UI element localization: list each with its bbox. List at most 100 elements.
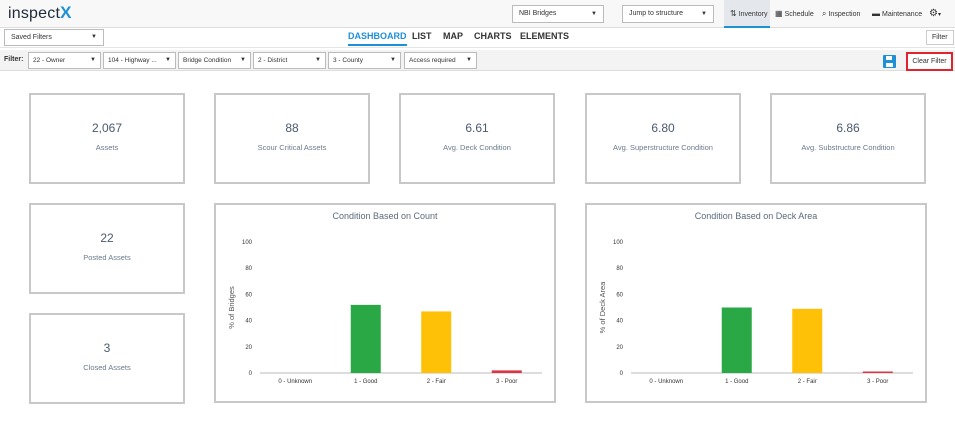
nav-inventory[interactable]: ⇅ Inventory <box>724 0 770 28</box>
stat-card-substructure[interactable]: 6.86 Avg. Substructure Condition <box>770 93 926 184</box>
x-tick-label: 1 - Good <box>354 379 377 385</box>
stat-value: 6.61 <box>465 121 489 135</box>
y-tick-label: 80 <box>616 266 623 272</box>
chevron-down-icon: ▼ <box>315 53 321 68</box>
gear-icon: ⚙ <box>929 8 938 19</box>
stat-value: 2,067 <box>91 121 123 135</box>
filter-county[interactable]: 3 - County ▼ <box>328 52 401 69</box>
nav-inspection[interactable]: ⌕ Inspection <box>822 0 868 28</box>
y-tick-label: 60 <box>245 292 252 298</box>
y-tick-label: 80 <box>245 266 252 272</box>
jump-to-structure-select[interactable]: Jump to structure ▼ <box>622 5 714 23</box>
chevron-down-icon: ▾ <box>937 12 941 18</box>
filter-owner-value: 22 - Owner <box>33 57 66 64</box>
chart-card-deck-area: Condition Based on Deck Area 0 20 40 60 80 10… <box>585 203 927 403</box>
y-axis-label: % of Bridges <box>227 286 236 329</box>
y-tick-label: 40 <box>245 319 252 325</box>
filter-bridge-condition-value: Bridge Condition <box>183 57 232 64</box>
truck-icon: ▬ <box>872 9 880 18</box>
chevron-down-icon: ▼ <box>466 53 472 68</box>
stat-value: 3 <box>103 341 111 355</box>
stat-label: Closed Assets <box>83 363 131 372</box>
chevron-down-icon: ▼ <box>240 53 246 68</box>
tab-elements[interactable]: ELEMENTS <box>520 31 570 41</box>
bar-3-poor <box>862 371 893 373</box>
y-tick-label: 100 <box>242 240 253 246</box>
view-bar: Saved Filters ▼ DASHBOARD LIST MAP CHART… <box>0 28 955 48</box>
stat-value: 88 <box>285 121 299 135</box>
stat-card-closed[interactable]: 3 Closed Assets <box>29 313 185 404</box>
stat-card-scour-critical[interactable]: 88 Scour Critical Assets <box>214 93 370 184</box>
y-tick-label: 0 <box>620 371 624 377</box>
stat-value: 22 <box>100 231 114 245</box>
chart-title: Condition Based on Count <box>332 211 438 221</box>
filter-district[interactable]: 2 - District ▼ <box>253 52 326 69</box>
stat-label: Avg. Substructure Condition <box>801 143 895 152</box>
chart-title: Condition Based on Deck Area <box>694 211 818 221</box>
stat-label: Avg. Superstructure Condition <box>613 143 713 152</box>
app-logo[interactable]: inspectX <box>8 3 72 23</box>
filter-highway[interactable]: 104 - Highway ... ▼ <box>103 52 176 69</box>
filter-owner[interactable]: 22 - Owner ▼ <box>28 52 101 69</box>
tab-list[interactable]: LIST <box>412 31 432 41</box>
saved-filters-select[interactable]: Saved Filters ▼ <box>4 29 104 46</box>
bar-1-good <box>350 304 381 373</box>
x-tick-label: 3 - Poor <box>867 379 888 385</box>
bar-2-fair <box>792 308 823 373</box>
stat-card-assets[interactable]: 2,067 Assets <box>29 93 185 184</box>
nav-inspection-label: Inspection <box>828 11 861 18</box>
y-tick-label: 0 <box>249 371 253 377</box>
condition-count-chart: 0 20 40 60 80 100 % of Bridges 0 - Unknown 1 - G… <box>227 240 542 385</box>
stat-card-superstructure[interactable]: 6.80 Avg. Superstructure Condition <box>585 93 741 184</box>
x-tick-label: 2 - Fair <box>427 379 446 385</box>
stat-card-deck-condition[interactable]: 6.61 Avg. Deck Condition <box>399 93 555 184</box>
stat-label: Posted Assets <box>83 253 131 262</box>
nav-schedule-label: Schedule <box>784 11 814 18</box>
filter-access-required-value: Access required <box>409 57 456 64</box>
condition-deck-area-chart: 0 20 40 60 80 100 % of Deck Area 0 - Unknown 1 -… <box>598 240 913 385</box>
x-tick-label: 2 - Fair <box>798 379 817 385</box>
nav-maintenance[interactable]: ▬ Maintenance <box>872 0 924 28</box>
logo-x: X <box>60 3 72 22</box>
inventory-icon: ⇅ <box>730 9 737 18</box>
filter-button[interactable]: Filter <box>926 30 954 45</box>
top-bar: inspectX NBI Bridges ▼ Jump to structure… <box>0 0 955 28</box>
filter-highway-value: 104 - Highway ... <box>108 57 157 64</box>
x-tick-label: 3 - Poor <box>496 379 517 385</box>
x-tick-label: 1 - Good <box>725 379 748 385</box>
clear-filter-button[interactable]: Clear Filter <box>906 52 953 71</box>
filter-access-required[interactable]: Access required ▼ <box>404 52 477 69</box>
chevron-down-icon: ▼ <box>390 53 396 68</box>
tab-dashboard[interactable]: DASHBOARD <box>348 31 407 46</box>
chevron-down-icon: ▼ <box>165 53 171 68</box>
stat-label: Scour Critical Assets <box>257 143 327 152</box>
nav-maintenance-label: Maintenance <box>882 11 923 18</box>
y-tick-label: 100 <box>613 240 624 246</box>
nav-schedule[interactable]: ▦ Schedule <box>775 0 819 28</box>
save-icon[interactable] <box>883 55 896 68</box>
stat-card-posted[interactable]: 22 Posted Assets <box>29 203 185 294</box>
tab-map[interactable]: MAP <box>443 31 463 41</box>
y-axis-label: % of Deck Area <box>598 281 607 334</box>
tab-charts[interactable]: CHARTS <box>474 31 512 41</box>
x-tick-label: 0 - Unknown <box>649 379 683 385</box>
x-tick-label: 0 - Unknown <box>278 379 312 385</box>
filter-county-value: 3 - County <box>333 57 363 64</box>
logo-text: inspect <box>8 5 61 22</box>
filter-bar: Filter: 22 - Owner ▼ 104 - Highway ... ▼ B… <box>0 50 955 71</box>
chevron-down-icon: ▼ <box>701 11 707 17</box>
saved-filters-value: Saved Filters <box>11 34 52 41</box>
filter-bridge-condition[interactable]: Bridge Condition ▼ <box>178 52 251 69</box>
asset-type-value: NBI Bridges <box>519 10 557 17</box>
y-tick-label: 60 <box>616 292 623 298</box>
filter-district-value: 2 - District <box>258 57 288 64</box>
bar-3-poor <box>491 370 522 373</box>
search-icon: ⌕ <box>822 9 827 18</box>
y-tick-label: 40 <box>616 319 623 325</box>
settings-menu[interactable]: ⚙▾ <box>929 0 949 28</box>
asset-type-select[interactable]: NBI Bridges ▼ <box>512 5 604 23</box>
chevron-down-icon: ▼ <box>591 11 597 17</box>
nav-inventory-label: Inventory <box>738 11 768 18</box>
y-tick-label: 20 <box>616 345 623 351</box>
chart-card-count: Condition Based on Count 0 20 40 60 80 100 % o… <box>214 203 556 403</box>
